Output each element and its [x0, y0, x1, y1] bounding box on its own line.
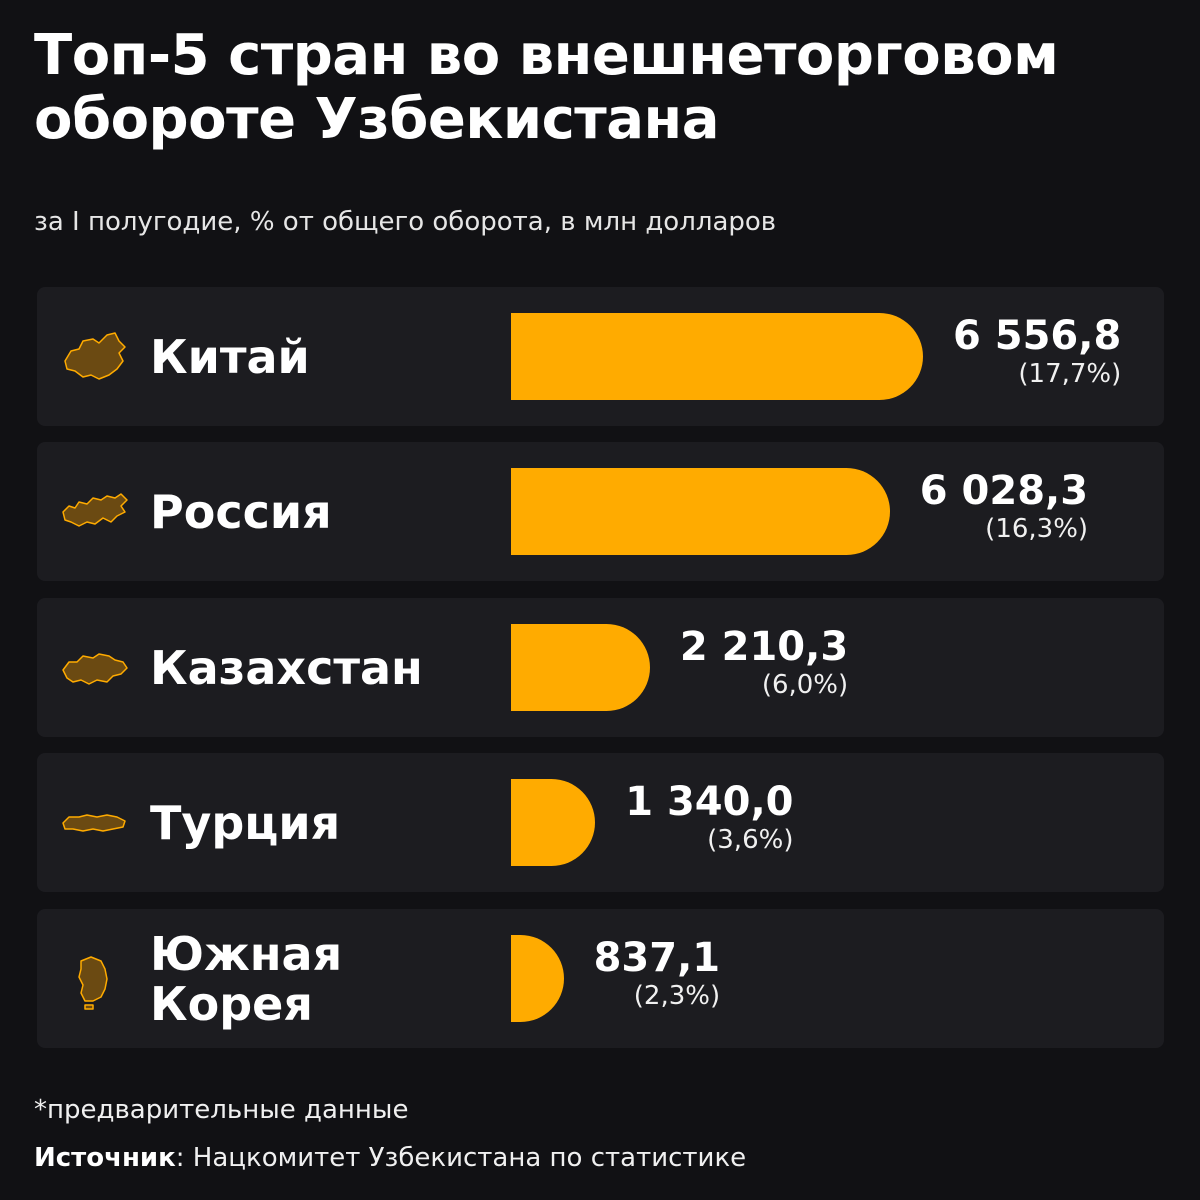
value-label: 1 340,0 [625, 779, 794, 825]
value-label-group: 6 556,8 (17,7%) [953, 313, 1121, 389]
percent-label: (3,6%) [707, 825, 794, 855]
bar [511, 468, 890, 555]
category-label: Южная Корея [150, 926, 343, 1031]
percent-label: (6,0%) [761, 670, 849, 700]
bar [511, 624, 650, 711]
value-label-group: 1 340,0 (3,6%) [625, 779, 793, 855]
chart-title: Топ-5 стран во внешнеторговом обороте Уз… [34, 23, 1059, 152]
bar [511, 313, 923, 400]
chart-row: Южная Корея 837,1 (2,3%) [37, 909, 1164, 1048]
source-label: Источник [34, 1143, 176, 1173]
value-label: 2 210,3 [679, 624, 849, 670]
kazakhstan-map-icon [59, 632, 131, 704]
percent-label: (2,3%) [633, 981, 721, 1011]
chart-subtitle: за I полугодие, % от общего оборота, в м… [34, 207, 777, 237]
footnote: *предварительные данные [34, 1095, 409, 1125]
chart-row: Россия 6 028,3 (16,3%) [37, 442, 1164, 581]
value-label-group: 837,1 (2,3%) [594, 935, 721, 1011]
percent-label: (17,7%) [1018, 359, 1122, 389]
turkey-map-icon [59, 787, 131, 859]
south-korea-map-icon [59, 943, 131, 1015]
source-text: : Нацкомитет Узбекистана по статистике [175, 1143, 747, 1173]
china-map-icon [59, 321, 131, 393]
value-label: 6 556,8 [953, 313, 1122, 359]
category-label: Турция [150, 795, 341, 850]
bar [511, 779, 596, 866]
category-label: Казахстан [150, 640, 423, 695]
source-line: Источник: Нацкомитет Узбекистана по стат… [34, 1140, 746, 1176]
category-label: Россия [150, 484, 332, 539]
chart-row: Казахстан 2 210,3 (6,0%) [37, 598, 1164, 737]
value-label: 6 028,3 [919, 468, 1089, 514]
russia-map-icon [59, 476, 131, 548]
value-label-group: 6 028,3 (16,3%) [920, 468, 1088, 544]
bar [511, 935, 564, 1022]
chart-row: Китай 6 556,8 (17,7%) [37, 287, 1164, 426]
percent-label: (16,3%) [985, 514, 1089, 544]
chart-row: Турция 1 340,0 (3,6%) [37, 753, 1164, 892]
value-label-group: 2 210,3 (6,0%) [680, 624, 848, 700]
category-label: Китай [150, 329, 310, 384]
value-label: 837,1 [593, 935, 721, 981]
bar-chart: Китай 6 556,8 (17,7%) Россия 6 028,3 (16,3%) К… [37, 287, 1164, 1048]
